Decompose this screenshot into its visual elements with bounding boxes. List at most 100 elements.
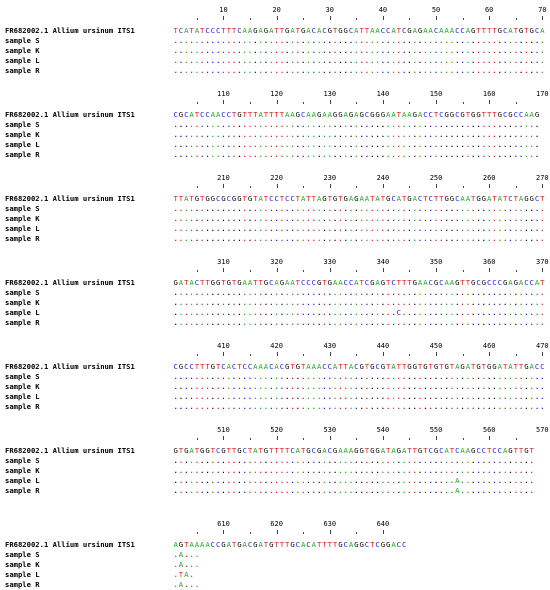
match-dot: . [231, 318, 237, 327]
match-dot: . [184, 372, 189, 381]
reference-row: FR682002.1 Allium ursinum ITS1 G T G A T G G T C G… [0, 446, 550, 456]
match-dot: . [386, 308, 391, 317]
match-dot: . [200, 486, 205, 495]
match-dot: . [173, 46, 178, 55]
match-dot: . [178, 140, 184, 149]
match-dot: . [471, 382, 476, 391]
match-dot: . [370, 466, 375, 475]
match-dot: . [242, 224, 247, 233]
match-dot: . [173, 466, 178, 475]
ruler-tick [329, 268, 331, 272]
match-dot: . [375, 66, 380, 75]
match-dot: . [407, 476, 412, 485]
residue: A [396, 194, 402, 203]
residue: A [529, 362, 534, 371]
residue: A [386, 110, 391, 119]
match-dot: . [322, 130, 327, 139]
residue: A [380, 446, 386, 455]
match-dot: . [370, 308, 375, 317]
match-dot: . [215, 382, 221, 391]
match-dot: . [231, 308, 237, 317]
residue: T [322, 278, 327, 287]
match-dot: . [460, 466, 465, 475]
match-dot: . [412, 140, 417, 149]
sequence-label: sample R [5, 234, 40, 243]
match-dot: . [210, 402, 216, 411]
match-dot: . [210, 392, 216, 401]
match-dot: . [364, 372, 370, 381]
match-dot: . [322, 56, 327, 65]
match-dot: . [210, 466, 216, 475]
match-dot: . [401, 36, 407, 45]
match-dot: . [332, 372, 338, 381]
match-dot: . [396, 66, 402, 75]
match-dot: . [433, 476, 439, 485]
match-dot: . [524, 204, 529, 213]
match-dot: . [370, 224, 375, 233]
match-dot: . [242, 234, 247, 243]
match-dot: . [439, 66, 444, 75]
match-dot: . [476, 46, 481, 55]
match-dot: . [332, 120, 338, 129]
match-dot: . [194, 318, 200, 327]
match-dot: . [502, 456, 508, 465]
ruler-number: 470 [536, 342, 549, 350]
match-dot: . [295, 56, 301, 65]
match-dot: . [311, 36, 317, 45]
match-dot: . [524, 372, 529, 381]
match-dot: . [338, 298, 343, 307]
match-dot: . [237, 372, 242, 381]
match-dot: . [354, 130, 359, 139]
residue: G [263, 278, 269, 287]
match-dot: . [428, 36, 433, 45]
match-dot: . [322, 120, 327, 129]
match-dot: . [460, 56, 465, 65]
match-dot: . [242, 288, 247, 297]
match-dot: . [401, 66, 407, 75]
match-dot: . [269, 204, 274, 213]
residue: C [364, 540, 370, 549]
match-dot: . [269, 150, 274, 159]
match-dot: . [269, 486, 274, 495]
match-dot: . [481, 298, 487, 307]
match-dot: . [279, 402, 285, 411]
match-dot: . [194, 466, 200, 475]
match-dot: . [433, 466, 439, 475]
match-dot: . [417, 486, 423, 495]
match-dot: . [396, 214, 402, 223]
match-dot: . [263, 466, 269, 475]
match-dot: . [412, 120, 417, 129]
match-dot: . [279, 318, 285, 327]
residue: G [524, 362, 529, 371]
match-dot: . [189, 46, 194, 55]
residue: G [449, 194, 455, 203]
match-dot: . [173, 140, 178, 149]
match-dot: . [215, 372, 221, 381]
match-dot: . [300, 456, 306, 465]
match-dot: . [486, 224, 492, 233]
match-dot: . [221, 382, 226, 391]
residue: G [396, 446, 402, 455]
match-dot: . [518, 140, 524, 149]
match-dot: . [215, 456, 221, 465]
residue: A [247, 278, 253, 287]
match-dot: . [184, 560, 189, 569]
match-dot: . [412, 402, 417, 411]
match-dot: . [449, 46, 455, 55]
match-dot: . [460, 214, 465, 223]
match-dot: . [311, 392, 317, 401]
residue: G [295, 110, 301, 119]
residue: C [476, 278, 481, 287]
match-dot: . [396, 204, 402, 213]
match-dot: . [242, 382, 247, 391]
match-dot: . [194, 486, 200, 495]
match-dot: . [375, 36, 380, 45]
match-dot: . [364, 298, 370, 307]
match-dot: . [364, 486, 370, 495]
match-dot: . [476, 456, 481, 465]
match-dot: . [386, 486, 391, 495]
match-dot: . [502, 308, 508, 317]
match-dot: . [322, 298, 327, 307]
residue: G [295, 362, 301, 371]
